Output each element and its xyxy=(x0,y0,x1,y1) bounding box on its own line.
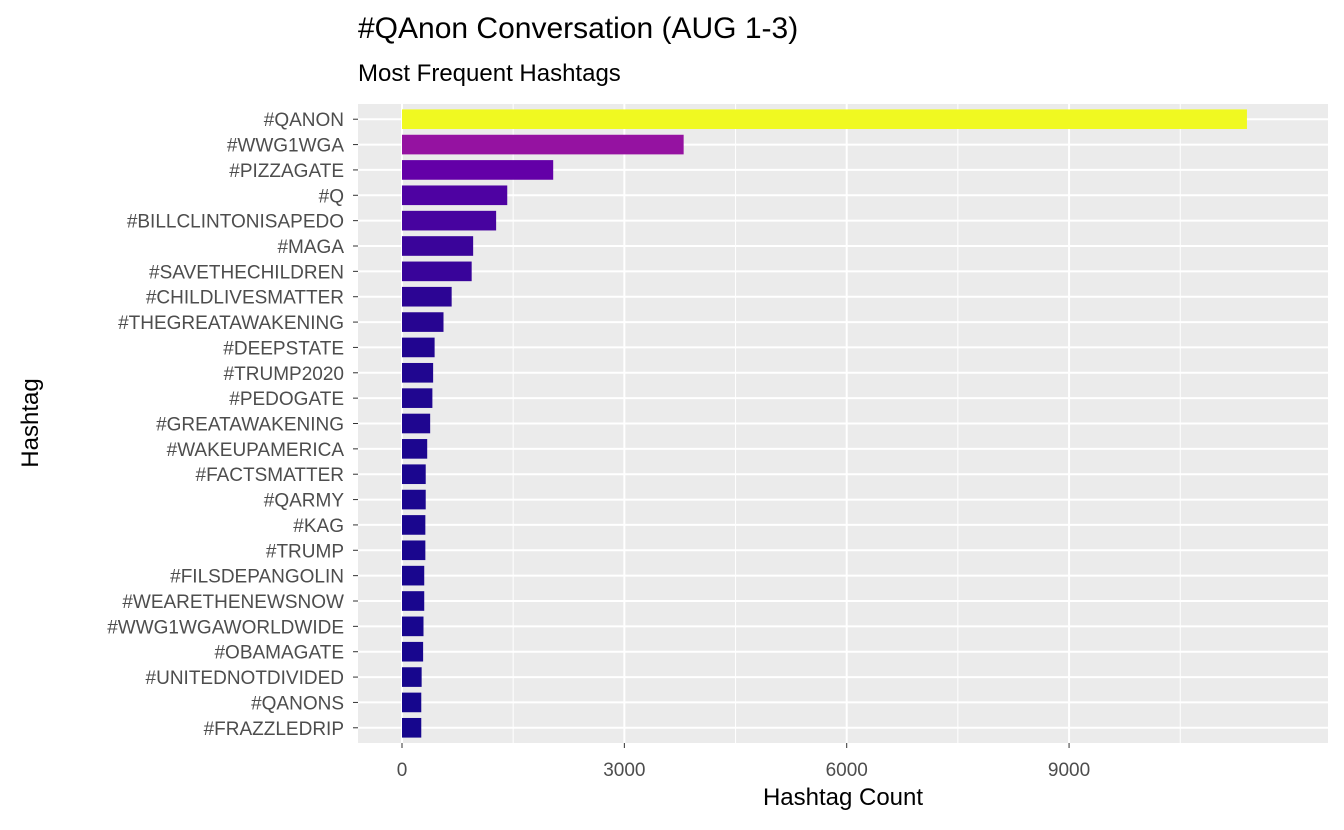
category-label: #DEEPSTATE xyxy=(223,338,344,359)
category-label: #TRUMP2020 xyxy=(224,364,344,385)
bar xyxy=(402,515,426,535)
category-label: #GREATAWAKENING xyxy=(156,415,344,436)
category-label: #PEDOGATE xyxy=(229,389,344,410)
x-tick-label: 3000 xyxy=(603,760,645,781)
bar xyxy=(402,337,435,358)
bar xyxy=(402,641,424,662)
category-label: #TRUMP xyxy=(266,541,344,562)
category-label: #SAVETHECHILDREN xyxy=(149,262,344,283)
category-label: #KAG xyxy=(293,516,344,537)
category-label: #BILLCLINTONISAPEDO xyxy=(127,212,344,233)
bar xyxy=(402,464,426,485)
bar xyxy=(402,185,508,206)
bar xyxy=(402,134,684,155)
x-tick-label: 9000 xyxy=(1048,760,1090,781)
bar xyxy=(402,717,422,738)
bar xyxy=(402,210,497,231)
chart-title: #QAnon Conversation (AUG 1-3) xyxy=(358,12,799,45)
bar xyxy=(402,489,426,510)
bar xyxy=(402,591,425,611)
bar xyxy=(402,286,452,307)
category-label: #WAKEUPAMERICA xyxy=(167,440,345,461)
category-label: #FACTSMATTER xyxy=(196,465,345,486)
category-label: #UNITEDNOTDIVIDED xyxy=(146,668,344,689)
bar xyxy=(402,312,444,332)
bar xyxy=(402,362,434,383)
category-label: #PIZZAGATE xyxy=(229,161,344,182)
x-tick-label: 6000 xyxy=(826,760,868,781)
category-label: #OBAMAGATE xyxy=(214,643,344,664)
bar xyxy=(402,439,428,459)
x-tick-label: 0 xyxy=(397,760,408,781)
category-label: #MAGA xyxy=(277,237,344,258)
bar xyxy=(402,667,422,687)
bar xyxy=(402,236,474,256)
category-label: #Q xyxy=(319,186,344,207)
bar xyxy=(402,413,431,434)
category-label: #QANON xyxy=(264,110,344,131)
category-label: #FILSDEPANGOLIN xyxy=(170,567,344,588)
bar xyxy=(402,692,422,713)
bar xyxy=(402,565,425,586)
bar xyxy=(402,261,472,282)
category-label: #WEARETHENEWSNOW xyxy=(122,592,344,613)
bar xyxy=(402,616,424,637)
category-label: #CHILDLIVESMATTER xyxy=(146,288,344,309)
bar xyxy=(402,109,1247,130)
category-label: #QARMY xyxy=(264,491,345,512)
category-label: #WWG1WGA xyxy=(227,136,344,157)
bar xyxy=(402,388,433,408)
category-label: #QANONS xyxy=(251,693,344,714)
bar xyxy=(402,160,554,180)
category-label: #FRAZZLEDRIP xyxy=(204,719,344,740)
x-axis-label: Hashtag Count xyxy=(762,784,924,811)
bar xyxy=(402,540,426,561)
chart-subtitle: Most Frequent Hashtags xyxy=(358,60,621,87)
category-label: #WWG1WGAWORLDWIDE xyxy=(107,617,344,638)
category-label: #THEGREATAWAKENING xyxy=(118,313,344,334)
